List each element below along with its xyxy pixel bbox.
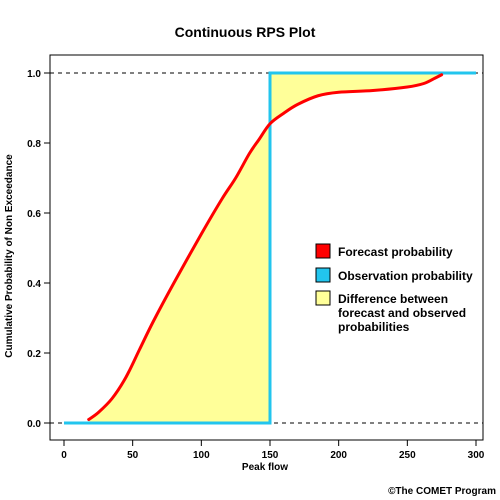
legend-label-1: Observation probability [338,269,473,283]
plot-frame [49,54,484,441]
legend-swatch-2 [315,290,331,306]
x-tick-label: 250 [399,450,416,461]
legend-swatch-0 [315,243,331,259]
y-tick-label: 1.0 [27,69,41,80]
plot-area: 0 50 100 150 200 250 300 0.0 0.2 0.4 0.6 0.8 1.0 [27,54,485,461]
y-axis-label: Cumulative Probability of Non Exceedance [4,154,15,358]
legend-swatch-1 [315,267,331,283]
x-tick-label: 50 [127,450,139,461]
x-tick-label: 0 [61,450,67,461]
legend-label-2: Difference between [338,292,448,306]
legend-label-0: Forecast probability [338,245,453,259]
observation-probability-line [64,71,476,425]
y-tick-label: 0.6 [27,209,41,220]
legend: Forecast probability Observation probabil… [315,243,473,334]
x-tick-label: 100 [193,450,210,461]
x-tick-label: 200 [330,450,347,461]
chart-title: Continuous RPS Plot [175,24,316,40]
x-tick-label: 150 [262,450,279,461]
difference-area-above-forecast [270,73,442,124]
x-tick-label: 300 [468,450,485,461]
y-tick-label: 0.4 [27,279,41,290]
y-tick-label: 0.2 [27,349,41,360]
y-tick-label: 0.0 [27,419,41,430]
x-axis-label: Peak flow [242,462,288,473]
legend-label-2: probabilities [338,320,410,334]
y-tick-label: 0.8 [27,139,41,150]
forecast-probability-line [87,73,444,421]
legend-label-2: forecast and observed [338,306,466,320]
credit-text: ©The COMET Program [388,486,496,497]
